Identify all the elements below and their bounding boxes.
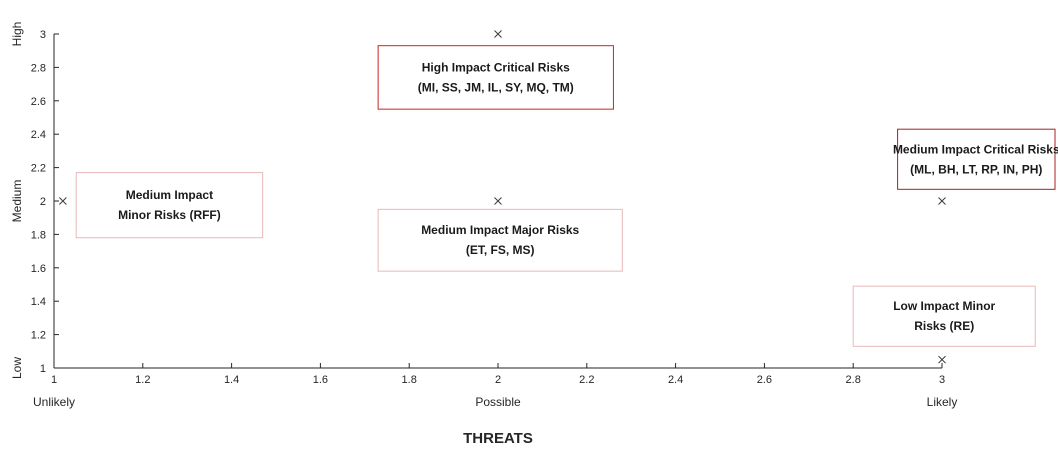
x-tick-label: 2	[495, 374, 501, 386]
data-point-marker	[59, 197, 67, 205]
y-tick-label: 2.4	[31, 129, 46, 141]
x-level-label: Unlikely	[33, 395, 75, 409]
x-level-labels: Unlikely Possible Likely	[33, 395, 957, 409]
risk-annotation-box: Medium Impact Minor Risks (RFF)	[75, 172, 264, 239]
y-tick-label: 3	[40, 29, 46, 41]
x-tick-label: 2.8	[846, 374, 861, 386]
data-point-marker	[494, 30, 502, 38]
risk-annotation-text: (MI, SS, JM, IL, SY, MQ, TM)	[418, 80, 574, 94]
risk-annotation-text: High Impact Critical Risks	[422, 60, 570, 74]
risk-annotation-text: (ML, BH, LT, RP, IN, PH)	[910, 162, 1042, 176]
y-tick-label: 2.8	[31, 62, 46, 74]
risk-annotation-text: Medium Impact Major Risks	[421, 223, 579, 237]
x-tick-label: 1.6	[313, 374, 328, 386]
x-level-label: Likely	[927, 395, 958, 409]
x-level-label: Possible	[475, 395, 521, 409]
y-tick-label: 2.2	[31, 163, 46, 175]
y-tick-label: 2.6	[31, 96, 46, 108]
x-tick-label: 1	[51, 374, 57, 386]
risk-annotation-text: Low Impact Minor	[893, 299, 995, 313]
risk-annotation-text: Medium Impact Critical Risks	[893, 142, 1058, 156]
y-tick-label: 2	[40, 196, 46, 208]
data-point-marker	[938, 197, 946, 205]
y-level-label: Low	[10, 357, 24, 379]
x-tick-label: 3	[939, 374, 945, 386]
risk-annotation-text: Medium Impact	[126, 188, 213, 202]
data-point-marker	[494, 197, 502, 205]
x-tick-label: 1.2	[135, 374, 150, 386]
y-tick-label: 1.8	[31, 229, 46, 241]
y-level-label: Medium	[10, 180, 24, 223]
risk-annotations: Medium Impact Minor Risks (RFF) High Impac…	[75, 45, 1058, 347]
x-axis-ticks: 1 1.2 1.4 1.6 1.8 2 2.2 2.4 2.6 2.8 3	[51, 363, 945, 386]
risk-annotation-box: High Impact Critical Risks (MI, SS, JM, I…	[377, 45, 614, 110]
y-tick-label: 1	[40, 363, 46, 375]
x-tick-label: 2.4	[668, 374, 683, 386]
data-point-marker	[938, 355, 946, 364]
x-tick-label: 1.4	[224, 374, 239, 386]
x-axis-title: THREATS	[463, 430, 533, 447]
data-points	[59, 30, 946, 364]
y-tick-label: 1.6	[31, 263, 46, 275]
y-tick-label: 1.2	[31, 330, 46, 342]
risk-annotation-box: Medium Impact Critical Risks (ML, BH, LT,…	[893, 128, 1058, 190]
x-tick-label: 1.8	[402, 374, 417, 386]
risk-annotation-text: (ET, FS, MS)	[466, 243, 535, 257]
x-tick-label: 2.6	[757, 374, 772, 386]
risk-annotation-box: Low Impact Minor Risks (RE)	[852, 285, 1036, 347]
risk-annotation-text: Minor Risks (RFF)	[118, 208, 221, 222]
y-level-labels: Low Medium High	[10, 22, 24, 379]
risk-annotation-box: Medium Impact Major Risks (ET, FS, MS)	[377, 208, 623, 272]
x-tick-label: 2.2	[579, 374, 594, 386]
y-tick-label: 1.4	[31, 296, 46, 308]
y-axis-ticks: 1 1.2 1.4 1.6 1.8 2 2.2 2.4 2.6 2.8 3	[31, 29, 59, 375]
y-level-label: High	[10, 22, 24, 47]
risk-annotation-text: Risks (RE)	[914, 319, 974, 333]
